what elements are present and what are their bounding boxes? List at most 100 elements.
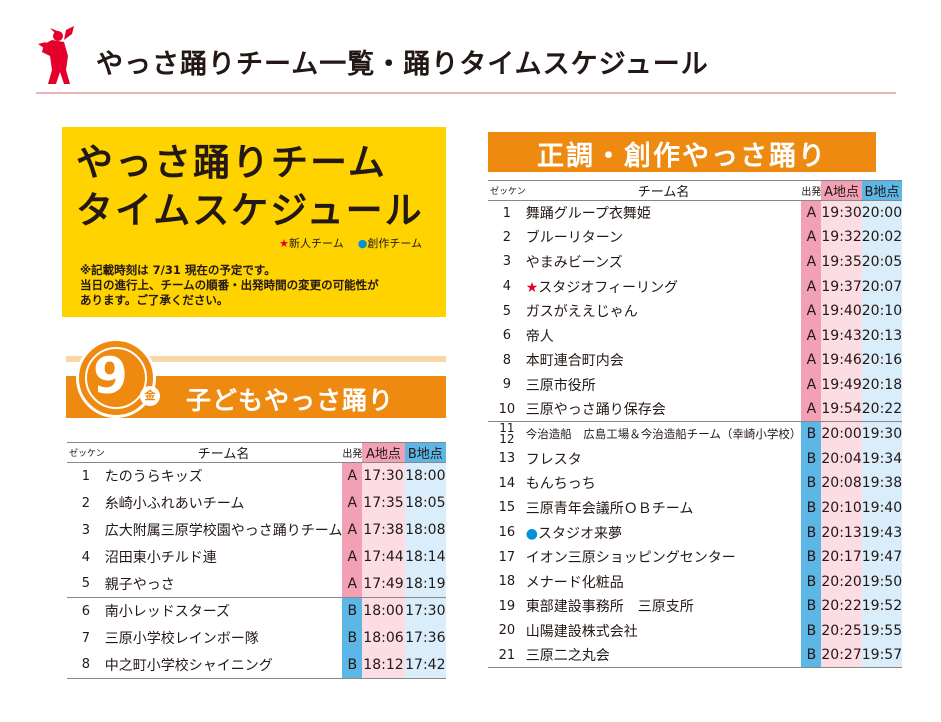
team-name: ガスがええじゃん bbox=[526, 299, 802, 324]
time-point-a: 19:46 bbox=[821, 348, 862, 373]
departure-point: B bbox=[801, 643, 822, 668]
team-name: 三原やっさ踊り保存会 bbox=[526, 397, 802, 422]
zekken-number: 6 bbox=[67, 597, 105, 625]
zekken-number-first: 11 bbox=[499, 421, 515, 436]
team-name-text: 舞踊グループ衣舞姫 bbox=[525, 206, 651, 223]
departure-point: B bbox=[342, 624, 363, 652]
team-name: 沼田東小チルド連 bbox=[105, 544, 343, 571]
dancer-icon bbox=[38, 26, 74, 84]
main-section-banner: 正調・創作やっさ踊り bbox=[488, 132, 876, 172]
time-point-b: 18:05 bbox=[404, 489, 446, 517]
col-point-a: A地点 bbox=[362, 442, 405, 463]
team-name-text: 親子やっさ bbox=[104, 576, 175, 593]
dot-icon: ● bbox=[357, 237, 368, 250]
team-name-text: たのうらキッズ bbox=[104, 469, 203, 486]
team-name: 三原二之丸会 bbox=[526, 643, 802, 668]
table-row: 13 フレスタ B 20:04 19:34 bbox=[488, 446, 903, 472]
zekken-number: 1 bbox=[81, 468, 90, 484]
team-name-text: 山陽建設株式会社 bbox=[525, 623, 638, 640]
star-icon: ★ bbox=[279, 237, 290, 250]
departure-point: A bbox=[342, 462, 363, 490]
time-point-a: 20:10 bbox=[821, 495, 862, 521]
zekken-number: 4 bbox=[81, 549, 90, 565]
departure-point: B bbox=[801, 594, 822, 619]
team-name: フレスタ bbox=[526, 446, 802, 471]
team-name: 三原市役所 bbox=[526, 373, 802, 398]
table-header-row: ゼッケン チーム名 出発 A地点 B地点 bbox=[488, 180, 903, 201]
time-point-b: 18:19 bbox=[404, 570, 446, 598]
col-point-b: B地点 bbox=[404, 442, 446, 463]
time-point-a: 20:00 bbox=[821, 421, 862, 447]
team-name-text: やまみビーンズ bbox=[525, 254, 623, 271]
zekken-number: 2 bbox=[81, 495, 90, 511]
team-name-text: 三原市役所 bbox=[525, 377, 596, 394]
time-point-b: 20:18 bbox=[861, 372, 903, 398]
table-row: 8 中之町小学校シャイニング B 18:12 17:42 bbox=[67, 651, 446, 679]
col-zekken: ゼッケン bbox=[488, 180, 526, 201]
zekken-number: 5 bbox=[502, 303, 511, 319]
departure-point: A bbox=[801, 372, 822, 398]
table-row: 6 南小レッドスターズ B 18:00 17:30 bbox=[67, 597, 446, 625]
team-name-text: 三原青年会議所ＯＢチーム bbox=[525, 500, 694, 517]
col-departure: 出発 bbox=[342, 442, 363, 463]
team-name: 三原小学校レインボー隊 bbox=[105, 625, 343, 652]
zekken-number: 9 bbox=[502, 377, 511, 393]
table-row: 19 東部建設事務所 三原支所 B 20:22 19:52 bbox=[488, 594, 903, 619]
team-name-text: 糸崎小ふれあいチーム bbox=[104, 496, 245, 512]
team-name-text: 広大附属三原学校園やっさ踊りチーム bbox=[104, 523, 343, 539]
departure-point: A bbox=[342, 570, 363, 598]
team-name-text: 南小レッドスターズ bbox=[104, 604, 231, 621]
zekken-number: 11 12 bbox=[488, 421, 526, 447]
table-row: 6 帝人 A 19:43 20:13 bbox=[488, 323, 903, 349]
table-row: 10 三原やっさ踊り保存会 A 19:54 20:22 bbox=[488, 397, 903, 422]
table-row: 1 たのうらキッズ A 17:30 18:00 bbox=[67, 462, 446, 490]
col-zekken: ゼッケン bbox=[67, 442, 105, 463]
time-point-a: 18:00 bbox=[362, 597, 405, 625]
team-name-text: 中之町小学校シャイニング bbox=[104, 657, 273, 674]
schedule-note: ※記載時刻は 7/31 現在の予定です。 当日の進行上、チームの順番・出発時間の… bbox=[80, 263, 379, 308]
zekken-number: 6 bbox=[502, 328, 511, 344]
dot-icon: ● bbox=[525, 525, 538, 542]
table-row: 3 やまみビーンズ A 19:35 20:05 bbox=[488, 249, 903, 275]
table-row: 16 ●スタジオ来夢 B 20:13 19:43 bbox=[488, 520, 903, 545]
col-point-a: A地点 bbox=[821, 180, 862, 201]
departure-point: B bbox=[342, 651, 363, 679]
departure-point: A bbox=[801, 348, 822, 373]
time-point-b: 19:40 bbox=[861, 495, 903, 521]
time-point-b: 19:38 bbox=[861, 471, 903, 496]
main-section-title: 正調・創作やっさ踊り bbox=[537, 141, 827, 172]
day-number: 9 bbox=[93, 347, 128, 405]
time-point-b: 19:52 bbox=[861, 594, 903, 619]
zekken-number: 16 bbox=[498, 525, 516, 541]
table-row: 20 山陽建設株式会社 B 20:25 19:55 bbox=[488, 618, 903, 644]
table-row: 17 イオン三原ショッピングセンター B 20:17 19:47 bbox=[488, 544, 903, 570]
time-point-b: 17:36 bbox=[404, 624, 446, 652]
departure-point: A bbox=[801, 323, 822, 349]
team-name: 南小レッドスターズ bbox=[104, 597, 343, 625]
time-point-a: 19:54 bbox=[821, 397, 862, 422]
team-name: ●スタジオ来夢 bbox=[526, 520, 802, 545]
time-point-a: 18:12 bbox=[362, 651, 405, 679]
time-point-a: 17:35 bbox=[362, 489, 405, 517]
star-icon: ★ bbox=[525, 279, 539, 296]
team-name: 中之町小学校シャイニング bbox=[105, 652, 343, 679]
departure-point: A bbox=[342, 543, 363, 571]
departure-point: B bbox=[801, 520, 822, 545]
time-point-a: 19:30 bbox=[821, 200, 862, 226]
time-point-a: 20:22 bbox=[821, 594, 862, 619]
team-name-text: 三原やっさ踊り保存会 bbox=[525, 402, 666, 419]
departure-point: B bbox=[801, 421, 822, 447]
team-name-text: 東部建設事務所 三原支所 bbox=[525, 599, 694, 616]
team-name: イオン三原ショッピングセンター bbox=[526, 545, 802, 570]
table-row: 8 本町連合町内会 A 19:46 20:16 bbox=[488, 348, 903, 373]
table-row: 18 メナード化粧品 B 20:20 19:50 bbox=[488, 569, 903, 594]
info-box: やっさ踊りチーム タイムスケジュール ★新人チーム ●創作チーム ※記載時刻は … bbox=[62, 127, 446, 317]
day-badge: 9 bbox=[76, 338, 156, 418]
time-point-b: 20:00 bbox=[861, 200, 903, 226]
time-point-a: 17:30 bbox=[362, 462, 405, 490]
table-row: 9 三原市役所 A 19:49 20:18 bbox=[488, 372, 903, 398]
zekken-number: 21 bbox=[498, 647, 516, 663]
zekken-number: 8 bbox=[81, 657, 90, 673]
time-point-b: 20:13 bbox=[861, 323, 903, 349]
team-name: 広大附属三原学校園やっさ踊りチーム bbox=[105, 517, 343, 544]
